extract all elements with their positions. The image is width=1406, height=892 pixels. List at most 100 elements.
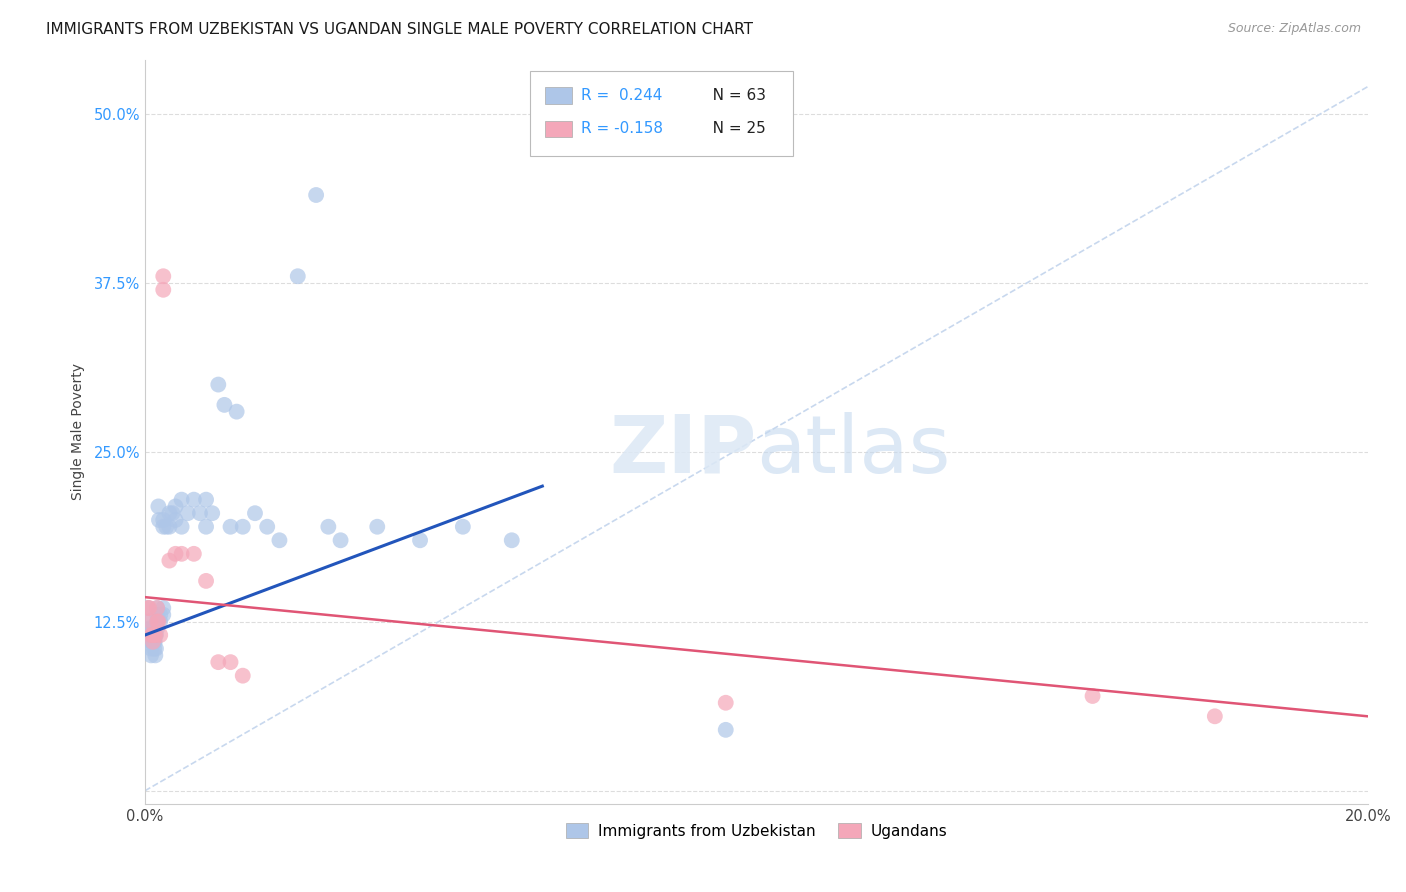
Point: [143, 635, 166, 649]
Point: [152, 283, 174, 297]
FancyBboxPatch shape: [530, 70, 793, 156]
Point: [366, 520, 388, 534]
Point: [714, 696, 737, 710]
Point: [152, 520, 174, 534]
Point: [146, 615, 169, 629]
Point: [152, 269, 174, 284]
Point: [165, 513, 187, 527]
Point: [165, 500, 187, 514]
Point: [142, 621, 165, 635]
Point: [170, 520, 193, 534]
Text: atlas: atlas: [756, 411, 950, 490]
Text: R = -0.158: R = -0.158: [582, 121, 664, 136]
Point: [155, 520, 177, 534]
Point: [142, 628, 165, 642]
Point: [714, 723, 737, 737]
Point: [136, 601, 159, 615]
Text: N = 25: N = 25: [697, 121, 765, 136]
Point: [214, 398, 236, 412]
Point: [195, 574, 218, 588]
Point: [148, 513, 170, 527]
Point: [139, 635, 162, 649]
Y-axis label: Single Male Poverty: Single Male Poverty: [72, 363, 86, 500]
Point: [146, 601, 169, 615]
Point: [143, 648, 166, 663]
Point: [287, 269, 309, 284]
Point: [232, 520, 254, 534]
Text: N = 63: N = 63: [697, 87, 766, 103]
Point: [232, 668, 254, 682]
Point: [139, 628, 162, 642]
Point: [329, 533, 352, 548]
Point: [136, 601, 159, 615]
Point: [195, 520, 218, 534]
FancyBboxPatch shape: [544, 87, 572, 103]
Point: [256, 520, 278, 534]
Point: [177, 506, 200, 520]
Point: [165, 547, 187, 561]
Point: [138, 621, 160, 635]
Point: [141, 628, 163, 642]
Text: ZIP: ZIP: [609, 411, 756, 490]
Point: [170, 547, 193, 561]
Point: [207, 655, 229, 669]
Point: [183, 547, 205, 561]
Point: [201, 506, 224, 520]
Point: [136, 615, 159, 629]
Point: [143, 628, 166, 642]
Point: [219, 655, 242, 669]
Point: [146, 615, 169, 629]
Point: [148, 615, 170, 629]
Point: [149, 628, 172, 642]
Legend: Immigrants from Uzbekistan, Ugandans: Immigrants from Uzbekistan, Ugandans: [560, 817, 953, 845]
Point: [501, 533, 523, 548]
Point: [139, 615, 162, 629]
Point: [269, 533, 291, 548]
Text: Source: ZipAtlas.com: Source: ZipAtlas.com: [1227, 22, 1361, 36]
Text: R =  0.244: R = 0.244: [582, 87, 662, 103]
Point: [1081, 689, 1104, 703]
Point: [143, 628, 166, 642]
Point: [188, 506, 211, 520]
Point: [139, 648, 162, 663]
Point: [243, 506, 266, 520]
Point: [139, 628, 162, 642]
Point: [409, 533, 432, 548]
Point: [146, 621, 169, 635]
Point: [143, 641, 166, 656]
Point: [170, 492, 193, 507]
Point: [146, 607, 169, 622]
Point: [148, 500, 170, 514]
Point: [143, 635, 166, 649]
Point: [143, 628, 166, 642]
Point: [145, 641, 167, 656]
Point: [149, 615, 172, 629]
Point: [183, 492, 205, 507]
Point: [451, 520, 474, 534]
Point: [145, 628, 167, 642]
Point: [141, 628, 163, 642]
Point: [139, 628, 162, 642]
Point: [157, 506, 180, 520]
Point: [1204, 709, 1226, 723]
Point: [146, 601, 169, 615]
Point: [207, 377, 229, 392]
Text: IMMIGRANTS FROM UZBEKISTAN VS UGANDAN SINGLE MALE POVERTY CORRELATION CHART: IMMIGRANTS FROM UZBEKISTAN VS UGANDAN SI…: [46, 22, 754, 37]
Point: [157, 553, 180, 567]
Point: [225, 404, 247, 418]
Point: [142, 635, 165, 649]
Point: [318, 520, 340, 534]
Point: [195, 492, 218, 507]
Point: [152, 601, 174, 615]
Point: [219, 520, 242, 534]
Point: [152, 513, 174, 527]
Point: [162, 506, 184, 520]
Point: [139, 641, 162, 656]
Point: [152, 607, 174, 622]
FancyBboxPatch shape: [544, 120, 572, 137]
Point: [143, 628, 166, 642]
Point: [157, 520, 180, 534]
Point: [149, 607, 172, 622]
Point: [141, 635, 163, 649]
Point: [305, 188, 328, 202]
